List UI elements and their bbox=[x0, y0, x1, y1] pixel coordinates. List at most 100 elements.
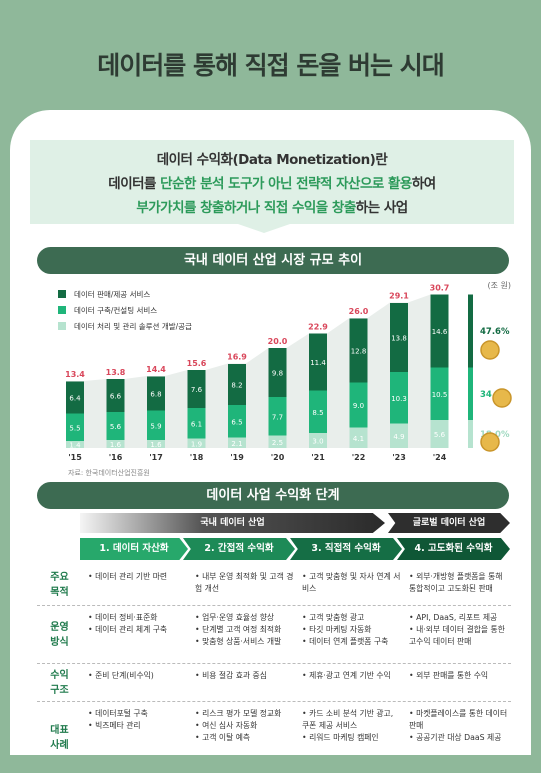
data-label: 5.5 bbox=[69, 424, 80, 432]
bar-segment bbox=[268, 435, 287, 448]
cell-item: 리스크 평가 모델 정교화 bbox=[195, 708, 294, 720]
total-label: 13.8 bbox=[106, 368, 126, 377]
data-label: 6.5 bbox=[231, 418, 242, 426]
cell-item: 외부 판매를 통한 수익 bbox=[409, 670, 508, 682]
table-cell: 카드 소비 분석 기반 광고, 쿠폰 제공 서비스리워드 마케팅 캠페인 bbox=[296, 702, 403, 773]
stage-4: 4. 고도화된 수익화 bbox=[397, 538, 510, 560]
bar-segment bbox=[106, 440, 125, 448]
x-tick-label: '18 bbox=[190, 453, 204, 462]
share-bar-segment bbox=[468, 294, 473, 368]
bar-segment bbox=[390, 423, 408, 448]
chart-legend: 데이터 판매/제공 서비스 데이터 구축/컨설팅 서비스 데이터 처리 및 관리… bbox=[58, 286, 192, 334]
x-tick-label: '20 bbox=[271, 453, 285, 462]
data-label: 12.8 bbox=[351, 348, 367, 356]
data-label: 10.3 bbox=[391, 395, 407, 403]
stage-2: 2. 간접적 수익화 bbox=[183, 538, 295, 560]
data-label: 1.9 bbox=[191, 440, 202, 448]
definition-highlight: 부가가치를 창출하거나 직접 수익을 창출 bbox=[136, 200, 356, 216]
bar-segment bbox=[147, 410, 165, 440]
chart-section-title: 국내 데이터 산업 시장 규모 추이 bbox=[37, 247, 509, 274]
total-label: 30.7 bbox=[430, 284, 450, 293]
bar-segment bbox=[228, 405, 246, 438]
data-label: 13.8 bbox=[391, 335, 407, 343]
cell-item: 타깃 마케팅 자동화 bbox=[302, 624, 401, 636]
legend-item: 데이터 처리 및 관리 솔루션 개발/공급 bbox=[58, 318, 192, 334]
cell-item: 고객 이탈 예측 bbox=[195, 732, 294, 744]
data-label: 11.4 bbox=[310, 359, 326, 367]
total-label: 20.0 bbox=[268, 337, 288, 346]
cell-item: 내부 운영 최적화 및 고객 경험 개선 bbox=[195, 571, 294, 595]
cell-item: 여신 심사 자동화 bbox=[195, 720, 294, 732]
data-label: 1.4 bbox=[69, 442, 81, 450]
bar-segment bbox=[66, 441, 84, 448]
data-label: 7.7 bbox=[272, 413, 283, 421]
cell-item: 마켓플레이스를 통한 데이터 판매 bbox=[409, 708, 508, 732]
total-label: 22.9 bbox=[308, 323, 328, 332]
cell-item: 데이터 연계 플랫폼 구축 bbox=[302, 636, 401, 648]
share-label: 47.6% bbox=[480, 327, 510, 337]
cell-item: 내·외부 데이터 결합을 통한 고수익 데이터 판매 bbox=[409, 624, 508, 648]
data-label: 10.5 bbox=[432, 391, 448, 399]
table-cell: 외부·개방형 플랫폼을 통해 통합적이고 고도화된 판매 bbox=[403, 565, 510, 605]
page-title: 데이터를 통해 직접 돈을 버는 시대 bbox=[97, 51, 445, 80]
definition-arrow bbox=[238, 224, 290, 233]
stages-table: 주요 목적데이터 관리 기반 마련내부 운영 최적화 및 고객 경험 개선고객 … bbox=[37, 565, 511, 773]
bar-segment bbox=[106, 412, 125, 440]
data-label: 7.6 bbox=[191, 386, 203, 394]
bar-segment bbox=[349, 382, 368, 428]
stage-3: 3. 직접적 수익화 bbox=[290, 538, 402, 560]
table-cell: 외부 판매를 통한 수익 bbox=[403, 664, 510, 701]
table-row: 주요 목적 데이터 관리 기반 마련 내부 운영 최적화 및 고객 경험 개선 고객 … bbox=[37, 565, 511, 605]
data-label: 6.6 bbox=[110, 393, 122, 401]
definition-line-3: 부가가치를 창출하거나 직접 수익을 창출하는 사업 bbox=[30, 196, 514, 220]
bar-segment bbox=[309, 333, 327, 391]
row-label: 수익 구조 bbox=[50, 669, 69, 696]
definition-box: 데이터 수익화(Data Monetization)란 데이터를 단순한 분석 … bbox=[30, 140, 514, 224]
total-label: 26.0 bbox=[349, 307, 369, 316]
data-label: 14.6 bbox=[432, 328, 448, 336]
table-row: 운영 방식 데이터 정비·표준화데이터 관리 체계 구축업무·운영 효율성 향상단… bbox=[37, 605, 511, 663]
table-cell: 업무·운영 효율성 향상단계별 고객 여정 최적화맞춤형 상품·서비스 개발 bbox=[189, 606, 296, 663]
data-label: 2.1 bbox=[231, 440, 242, 448]
coin-icon bbox=[480, 340, 500, 360]
cell-item: 준비 단계(비수익) bbox=[88, 670, 187, 682]
definition-text: 하여 bbox=[411, 176, 436, 192]
bar-segment bbox=[187, 370, 206, 408]
bar-segment bbox=[309, 433, 327, 448]
bar-segment bbox=[228, 437, 246, 448]
bar-segment bbox=[309, 390, 327, 433]
data-label: 8.5 bbox=[312, 409, 323, 417]
row-label: 운영 방식 bbox=[50, 621, 69, 648]
global-band: 글로벌 데이터 산업 bbox=[388, 513, 510, 533]
cell-item: 고객 맞춤형 광고 bbox=[302, 612, 401, 624]
bar-segment bbox=[147, 376, 165, 411]
cell-item: 데이터포털 구축 bbox=[88, 708, 187, 720]
share-bar-segment bbox=[468, 367, 473, 420]
legend-swatch bbox=[58, 290, 66, 298]
table-cell: 준비 단계(비수익) bbox=[82, 664, 189, 701]
data-label: 5.9 bbox=[150, 422, 161, 430]
data-label: 5.6 bbox=[110, 423, 122, 431]
data-label: 6.1 bbox=[191, 420, 202, 428]
table-cell: 마켓플레이스를 통한 데이터 판매공공기관 대상 DaaS 제공 bbox=[403, 702, 510, 773]
cell-item: 공공기관 대상 DaaS 제공 bbox=[409, 732, 508, 744]
legend-item: 데이터 구축/컨설팅 서비스 bbox=[58, 302, 192, 318]
bar-segment bbox=[430, 420, 449, 448]
table-row: 수익 구조 준비 단계(비수익) 비용 절감 효과 중심 제휴·광고 연계 기반 수익… bbox=[37, 663, 511, 701]
bar-segment bbox=[228, 364, 246, 405]
total-label: 16.9 bbox=[227, 353, 247, 362]
table-cell: API, DaaS, 리포트 제공내·외부 데이터 결합을 통한 고수익 데이터… bbox=[403, 606, 510, 663]
share-bar-segment bbox=[468, 420, 473, 448]
cell-item: 맞춤형 상품·서비스 개발 bbox=[195, 636, 294, 648]
total-label: 14.4 bbox=[146, 365, 166, 374]
bar-segment bbox=[430, 367, 449, 420]
bar-segment bbox=[106, 379, 125, 412]
bar-segment bbox=[349, 427, 368, 448]
table-cell: 데이터 정비·표준화데이터 관리 체계 구축 bbox=[82, 606, 189, 663]
stage-1: 1. 데이터 자산화 bbox=[80, 538, 188, 560]
coin-icon bbox=[492, 388, 512, 408]
table-cell: 리스크 평가 모델 정교화여신 심사 자동화고객 이탈 예측 bbox=[189, 702, 296, 773]
cell-item: 데이터 관리 기반 마련 bbox=[88, 571, 187, 583]
definition-highlight: 단순한 분석 도구가 아닌 전략적 자산으로 활용 bbox=[160, 176, 412, 192]
